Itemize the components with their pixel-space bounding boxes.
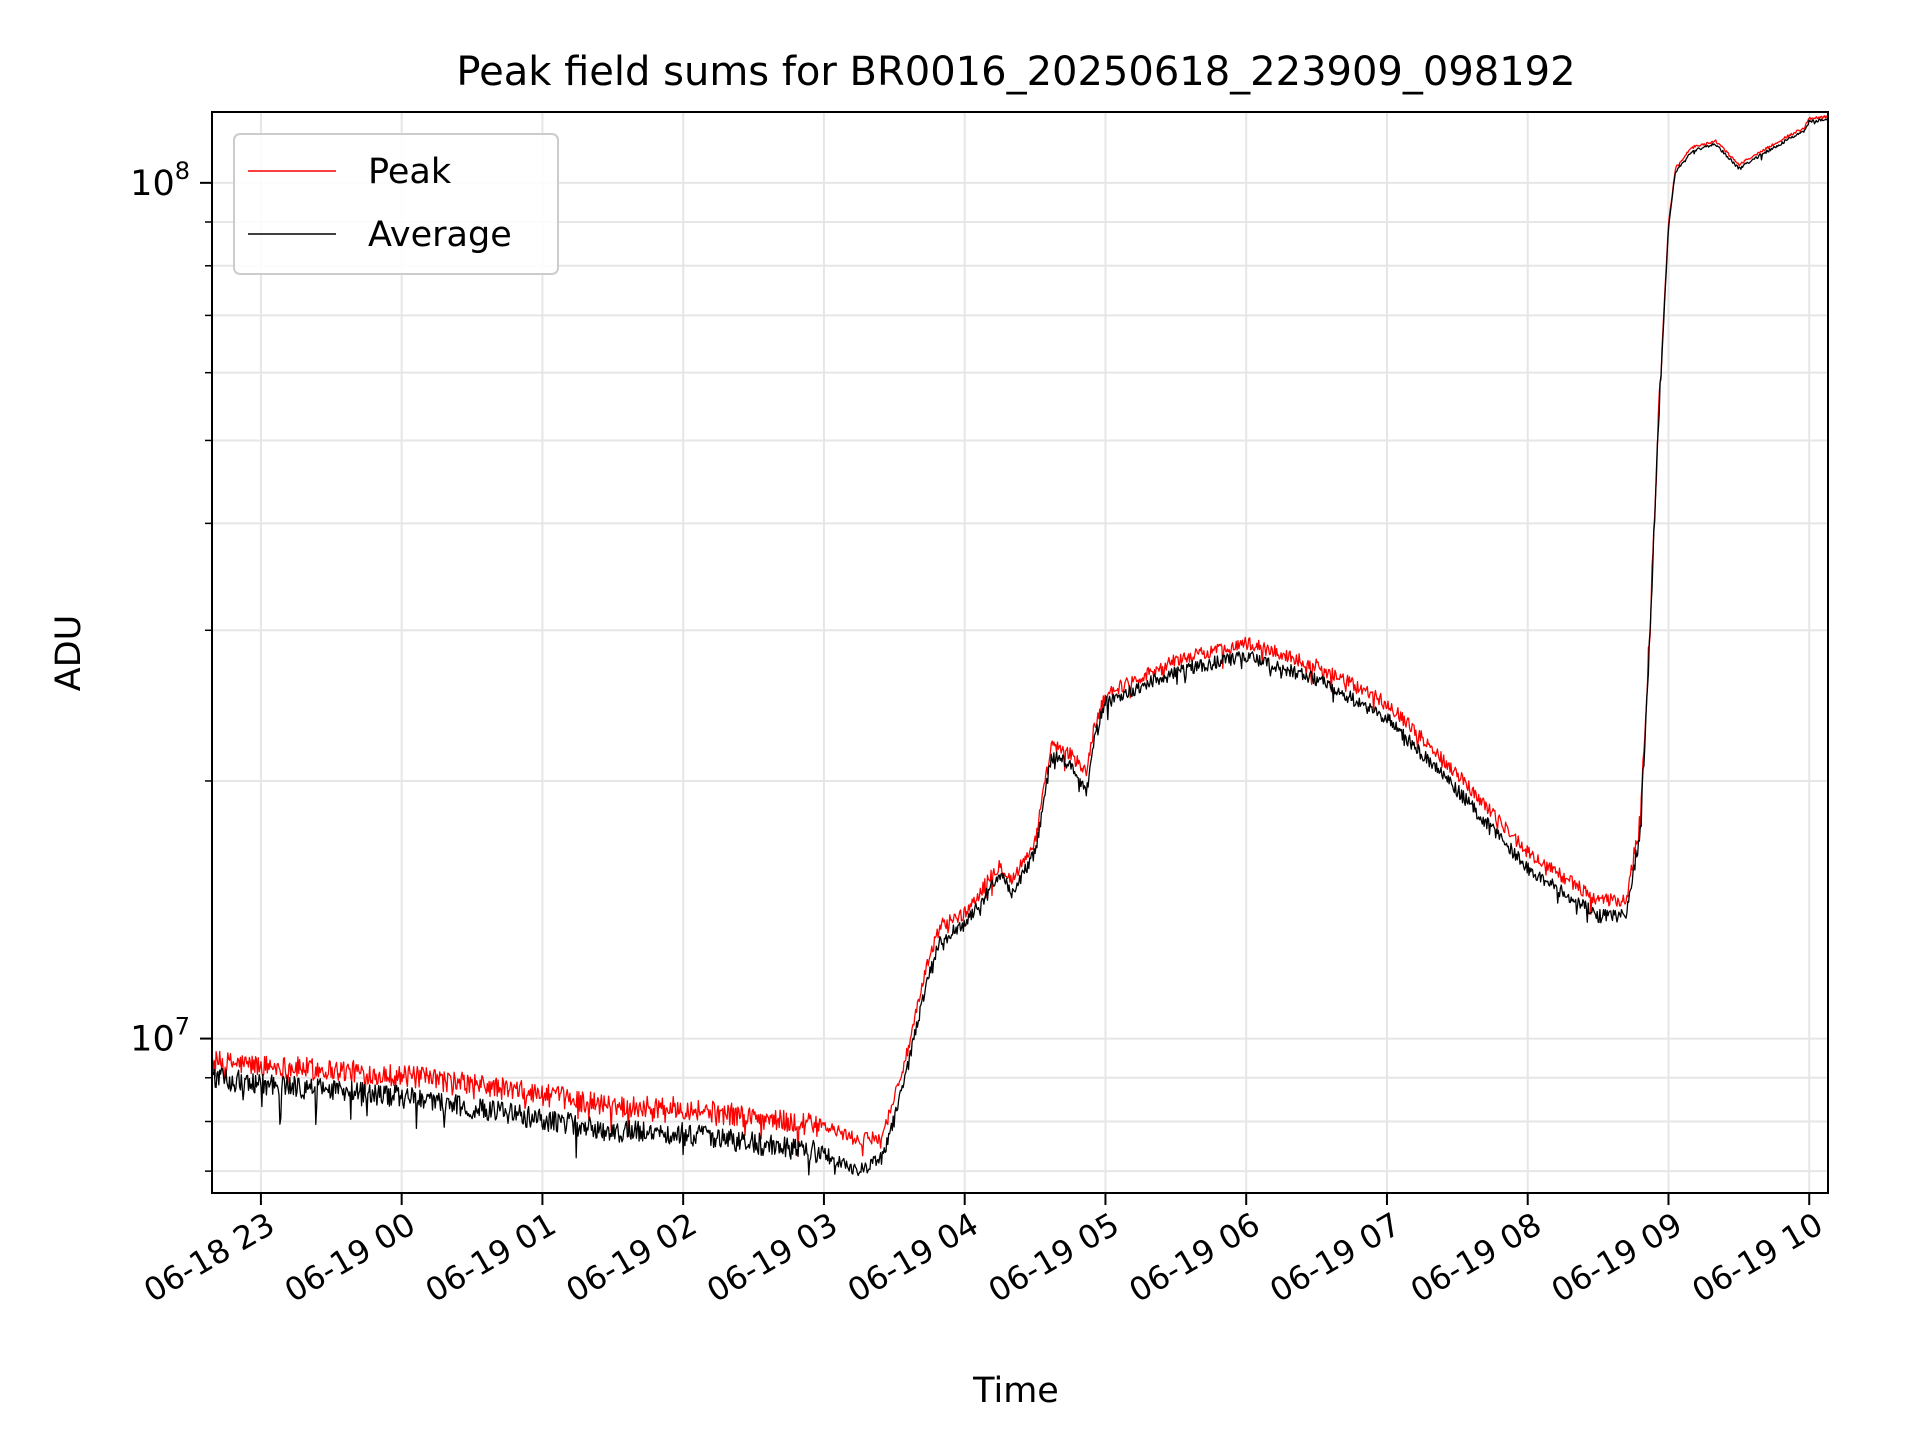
series-layer <box>210 115 1829 1177</box>
series-line-peak <box>210 115 1829 1158</box>
chart-title: Peak field sums for BR0016_20250618_2239… <box>456 49 1575 95</box>
plot-frame <box>211 111 1829 1194</box>
legend-average-label: Average <box>368 215 512 255</box>
y-tick-label: 107 <box>130 1013 190 1060</box>
series-line-average <box>210 118 1829 1177</box>
legend-box <box>233 133 559 275</box>
legend-peak-label: Peak <box>368 152 452 192</box>
y-axis-title: ADU <box>49 615 89 692</box>
legend: Peak Average <box>233 133 559 275</box>
x-axis-title: Time <box>972 1371 1059 1411</box>
